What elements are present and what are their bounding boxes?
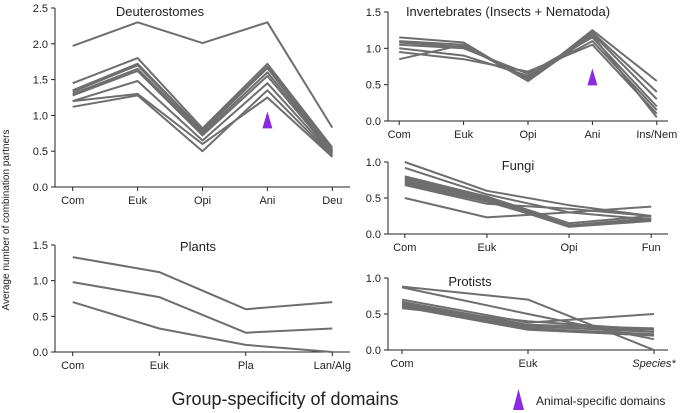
x-tick-label: Opi <box>561 242 578 254</box>
series-line-2 <box>404 166 652 221</box>
series-line-3 <box>399 32 658 100</box>
series-line-2 <box>399 31 658 93</box>
y-tick-label: 0.0 <box>33 347 48 359</box>
legend-label: Animal-specific domains <box>536 394 665 408</box>
panel-title: Protists <box>448 274 492 289</box>
series-line-8 <box>72 89 334 157</box>
y-tick-label: 2.5 <box>33 3 48 15</box>
series-line-7 <box>72 80 334 156</box>
series-line-7 <box>398 34 658 119</box>
x-tick-label: Com <box>61 360 84 372</box>
x-axis-label: Group-specificity of domains <box>171 389 398 409</box>
y-tick-label: 1.5 <box>33 75 48 87</box>
series-line-3 <box>401 298 655 324</box>
panel-fungi: 0.0 0.5 1.0 Com Euk Opi Fun Fungi <box>366 157 668 254</box>
x-tick-label: Species* <box>632 358 676 370</box>
series-line-1 <box>72 256 333 311</box>
x-tick-label: Ani <box>584 129 600 141</box>
x-tick-label: Opi <box>519 129 536 141</box>
y-tick-label: 1.0 <box>33 276 48 288</box>
y-tick-label: 1.0 <box>366 43 381 55</box>
x-tick-label: Euk <box>128 195 147 207</box>
x-tick-label: Lan/Alg <box>314 360 351 372</box>
panel-title: Plants <box>180 239 217 254</box>
x-tick-label: Euk <box>519 358 538 370</box>
series-line-9 <box>401 307 655 331</box>
animal-specific-marker <box>262 111 273 129</box>
y-tick-label: 0.0 <box>366 116 381 128</box>
y-tick-label: 0.0 <box>33 182 48 194</box>
x-tick-label: Com <box>393 242 416 254</box>
y-tick-label: 0.5 <box>366 80 381 92</box>
series-line-9 <box>404 184 652 217</box>
x-tick-label: Euk <box>150 360 169 372</box>
y-tick-label: 2.0 <box>33 39 48 51</box>
y-tick-label: 1.0 <box>33 110 48 122</box>
series-line-10 <box>404 197 652 219</box>
panel-protists: 0.0 0.5 1.0 Com Euk Species* Protists <box>366 273 677 370</box>
x-tick-label: Euk <box>477 242 496 254</box>
panel-title: Invertebrates (Insects + Nematoda) <box>406 4 610 19</box>
series-line-9 <box>72 92 333 158</box>
series-line-3 <box>404 175 652 225</box>
x-tick-label: Com <box>388 129 411 141</box>
series-line-4 <box>72 64 334 152</box>
y-tick-label: 0.5 <box>33 146 48 158</box>
y-tick-label: 0.5 <box>366 193 381 205</box>
series-line-1 <box>72 21 334 129</box>
panel-title: Deuterostomes <box>116 4 205 19</box>
x-tick-label: Deu <box>322 195 342 207</box>
x-tick-label: Euk <box>454 129 473 141</box>
y-tick-label: 1.0 <box>366 157 381 169</box>
animal-specific-marker <box>587 68 598 86</box>
series-line-8 <box>404 182 652 227</box>
legend-marker-icon <box>513 389 524 410</box>
series-line-4 <box>399 36 658 108</box>
x-tick-label: Fun <box>642 242 661 254</box>
series-line-5 <box>72 67 334 153</box>
x-tick-label: Ins/Nem <box>636 129 677 141</box>
series-line-2 <box>72 57 334 149</box>
x-tick-label: Ani <box>259 195 275 207</box>
series-line-3 <box>72 301 333 353</box>
y-tick-label: 1.5 <box>366 7 381 19</box>
x-tick-label: Com <box>61 195 84 207</box>
y-tick-label: 0.0 <box>366 229 381 241</box>
y-tick-label: 1.0 <box>366 273 381 285</box>
y-tick-label: 1.5 <box>33 240 48 252</box>
panel-invertebrates: 0.0 0.5 1.0 1.5 Com Euk Opi Ani Ins/Nem Invertebr… <box>366 4 678 141</box>
x-tick-label: Pla <box>238 360 255 372</box>
y-axis-label: Average number of combination partners <box>1 129 12 310</box>
y-tick-label: 0.5 <box>33 311 48 323</box>
series-line-8 <box>401 305 655 337</box>
panel-title: Fungi <box>502 158 535 173</box>
y-tick-label: 0.0 <box>366 345 381 357</box>
y-tick-label: 0.5 <box>366 309 381 321</box>
x-tick-label: Opi <box>194 195 211 207</box>
series-line-2 <box>72 281 333 334</box>
series-line-6 <box>399 43 658 115</box>
panel-plants: 0.0 0.5 1.0 1.5 Com Euk Pla Lan/Alg Plants <box>33 239 351 372</box>
series-line-6 <box>72 70 334 154</box>
series-line-1 <box>404 161 652 217</box>
panel-deuterostomes: 0.0 0.5 1.0 1.5 2.0 2.5 Com Euk Opi Ani Deu Deutero… <box>33 3 350 207</box>
x-tick-label: Com <box>390 358 413 370</box>
